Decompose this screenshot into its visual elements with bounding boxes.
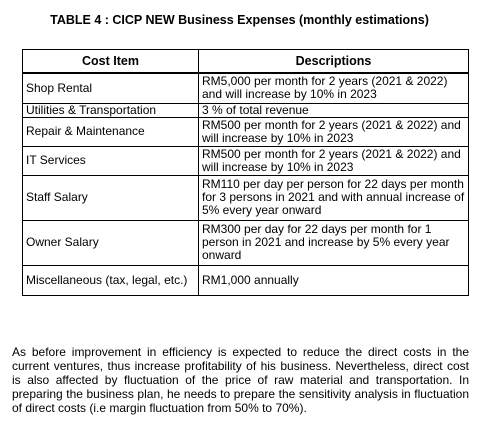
cost-item-cell: IT Services (22, 145, 199, 176)
cost-item-cell: Repair & Maintenance (22, 116, 199, 147)
body-paragraph: As before improvement in efficiency is e… (12, 345, 469, 415)
table-row: Miscellaneous (tax, legal, etc.) RM1,000… (22, 264, 469, 296)
description-cell: RM1,000 annually (198, 264, 469, 296)
column-header-cost-item: Cost Item (22, 49, 199, 74)
expenses-table: Cost Item Descriptions Shop Rental RM5,0… (22, 49, 469, 296)
description-cell: 3 % of total revenue (198, 102, 469, 118)
table-row: Shop Rental RM5,000 per month for 2 year… (22, 72, 469, 104)
table-row: IT Services RM500 per month for 2 years … (22, 145, 469, 176)
cost-item-cell: Miscellaneous (tax, legal, etc.) (22, 264, 199, 296)
description-cell: RM500 per month for 2 years (2021 & 2022… (198, 116, 469, 147)
description-cell: RM5,000 per month for 2 years (2021 & 20… (198, 72, 469, 104)
table-row: Utilities & Transportation 3 % of total … (22, 102, 469, 118)
table-row: Staff Salary RM110 per day per person fo… (22, 174, 469, 221)
cost-item-cell: Owner Salary (22, 219, 199, 266)
table-row: Repair & Maintenance RM500 per month for… (22, 116, 469, 147)
table-row: Owner Salary RM300 per day for 22 days p… (22, 219, 469, 266)
cost-item-cell: Shop Rental (22, 72, 199, 104)
table-header-row: Cost Item Descriptions (22, 49, 469, 74)
cost-item-cell: Utilities & Transportation (22, 102, 199, 118)
description-cell: RM110 per day per person for 22 days per… (198, 174, 469, 221)
table-caption: TABLE 4 : CICP NEW Business Expenses (mo… (50, 13, 429, 27)
column-header-descriptions: Descriptions (198, 49, 469, 74)
description-cell: RM500 per month for 2 years (2021 & 2022… (198, 145, 469, 176)
description-cell: RM300 per day for 22 days per month for … (198, 219, 469, 266)
cost-item-cell: Staff Salary (22, 174, 199, 221)
